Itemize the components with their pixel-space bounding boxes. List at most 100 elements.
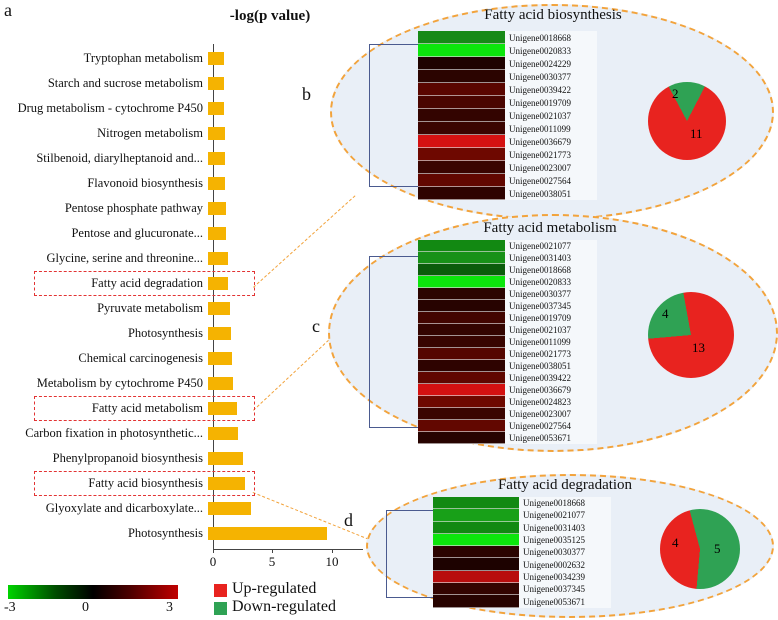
scale-min-label: -3 <box>4 600 16 615</box>
bar-category-label: Glycine, serine and threonine... <box>46 251 203 265</box>
bar-chart-y-axis <box>213 44 214 549</box>
heatmap-row: Unigene0037345 <box>418 300 597 312</box>
heatmap-row-label: Unigene0024229 <box>505 57 597 70</box>
bar-category-label: Chemical carcinogenesis <box>78 351 203 365</box>
panel-b-pie-up-count: 11 <box>690 126 703 141</box>
heatmap-row: Unigene0030377 <box>418 70 597 83</box>
heatmap-row: Unigene0053671 <box>418 432 597 444</box>
bar-row: Drug metabolism - cytochrome P450 <box>0 96 365 121</box>
heatmap-cell <box>418 312 505 324</box>
bar-row: Stilbenoid, diarylheptanoid and... <box>0 146 365 171</box>
panel-c-title: Fatty acid metabolism <box>483 220 617 236</box>
heatmap-row-label: Unigene0021037 <box>505 324 597 336</box>
heatmap-row-label: Unigene0030377 <box>519 546 611 559</box>
bar-category-label: Fatty acid degradation <box>91 276 203 290</box>
bar-row: Metabolism by cytochrome P450 <box>0 371 365 396</box>
highlight-box-fatty-acid-biosynthesis <box>34 471 255 496</box>
panel-b-pie-chart: 2 11 <box>648 82 726 160</box>
panel-b-title: Fatty acid biosynthesis <box>484 7 622 23</box>
heatmap-cell <box>433 558 519 571</box>
heatmap-row-label: Unigene0030377 <box>505 288 597 300</box>
heatmap-row-label: Unigene0053671 <box>505 432 597 444</box>
bar <box>208 277 229 290</box>
bar <box>208 252 228 265</box>
heatmap-row-label: Unigene0037345 <box>505 300 597 312</box>
bar-category-label: Glyoxylate and dicarboxylate... <box>45 501 203 515</box>
heatmap-row-label: Unigene0039422 <box>505 372 597 384</box>
heatmap-row: Unigene0038051 <box>418 187 597 200</box>
bar <box>208 427 238 440</box>
heatmap-row-label: Unigene0030377 <box>505 70 597 83</box>
heatmap-cell <box>433 509 519 522</box>
heatmap-row-label: Unigene0018668 <box>505 264 597 276</box>
heatmap-row-label: Unigene0037345 <box>519 583 611 596</box>
heatmap-row-label: Unigene0038051 <box>505 360 597 372</box>
heatmap-cell <box>418 264 505 276</box>
heatmap-row: Unigene0021037 <box>418 109 597 122</box>
heatmap-row-label: Unigene0019709 <box>505 312 597 324</box>
bar-row: Tryptophan metabolism <box>0 46 365 71</box>
legend-up-swatch <box>214 584 227 597</box>
heatmap-cell <box>418 31 505 44</box>
bar <box>208 327 231 340</box>
heatmap-cell <box>418 187 505 200</box>
bar-category-label: Tryptophan metabolism <box>83 51 203 65</box>
bar-category-label: Pyruvate metabolism <box>97 301 203 315</box>
heatmap-row: Unigene0027564 <box>418 174 597 187</box>
heatmap-row: Unigene0018668 <box>418 31 597 44</box>
bar-category-label: Phenylpropanoid biosynthesis <box>52 451 203 465</box>
heatmap-cell <box>418 360 505 372</box>
panel-d-title: Fatty acid degradation <box>497 477 633 493</box>
heatmap-row-label: Unigene0031403 <box>505 252 597 264</box>
heatmap-row-label: Unigene0021773 <box>505 148 597 161</box>
bar-row: Carbon fixation in photosynthetic... <box>0 421 365 446</box>
heatmap-row-label: Unigene0011099 <box>505 336 597 348</box>
heatmap-row: Unigene0020833 <box>418 276 597 288</box>
bar <box>208 477 245 490</box>
heatmap-row-label: Unigene0034239 <box>519 570 611 584</box>
heatmap-row-label: Unigene0027564 <box>505 420 597 432</box>
heatmap-row: Unigene0030377 <box>433 546 611 559</box>
heatmap-row: Unigene0019709 <box>418 96 597 109</box>
scale-max-label: 3 <box>166 600 173 615</box>
highlight-box-fatty-acid-metabolism <box>34 396 255 421</box>
heatmap-row: Unigene0024229 <box>418 57 597 70</box>
bar-row: Chemical carcinogenesis <box>0 346 365 371</box>
heatmap-row: Unigene0035125 <box>433 533 611 547</box>
bar-category-label: Photosynthesis <box>127 526 203 540</box>
heatmap-row-label: Unigene0021037 <box>505 109 597 122</box>
heatmap-row: Unigene0036679 <box>418 384 597 396</box>
heatmap-row: Unigene0037345 <box>433 583 611 596</box>
heatmap-row: Unigene0019709 <box>418 312 597 324</box>
x-tick-label-10: 10 <box>325 554 339 569</box>
bar-category-label: Starch and sucrose metabolism <box>47 76 203 90</box>
heatmap-row: Unigene0027564 <box>418 420 597 432</box>
heatmap-row: Unigene0011099 <box>418 122 597 135</box>
x-tick-label-0: 0 <box>209 554 217 569</box>
bar <box>208 377 233 390</box>
heatmap-row-label: Unigene0019709 <box>505 96 597 109</box>
bar-row: Fatty acid degradation <box>0 271 365 296</box>
heatmap-row-label: Unigene0038051 <box>505 187 597 200</box>
bar-category-label: Pentose and glucuronate... <box>71 226 203 240</box>
bar <box>208 302 230 315</box>
panel-letter-c: c <box>312 316 320 336</box>
heatmap-row-label: Unigene0023007 <box>505 161 597 174</box>
x-tick-label-5: 5 <box>268 554 276 569</box>
bar-row: Pyruvate metabolism <box>0 296 365 321</box>
bar <box>208 202 226 215</box>
panel-letter-b: b <box>302 84 311 104</box>
heatmap-row-label: Unigene0021773 <box>505 348 597 360</box>
heatmap-cell <box>418 408 505 420</box>
panel-d-dendrogram-bracket <box>386 510 433 598</box>
bar-row: Phenylpropanoid biosynthesis <box>0 446 365 471</box>
bar <box>208 352 232 365</box>
heatmap-row-label: Unigene0020833 <box>505 44 597 57</box>
heatmap-row: Unigene0021773 <box>418 348 597 360</box>
highlight-box-fatty-acid-degradation <box>34 271 255 296</box>
bar-rows: Tryptophan metabolism Starch and sucrose … <box>0 46 365 546</box>
bar-category-label: Drug metabolism - cytochrome P450 <box>17 101 203 115</box>
panel-d-pie-up-count: 4 <box>672 535 679 550</box>
bar-chart-x-axis <box>213 549 363 550</box>
